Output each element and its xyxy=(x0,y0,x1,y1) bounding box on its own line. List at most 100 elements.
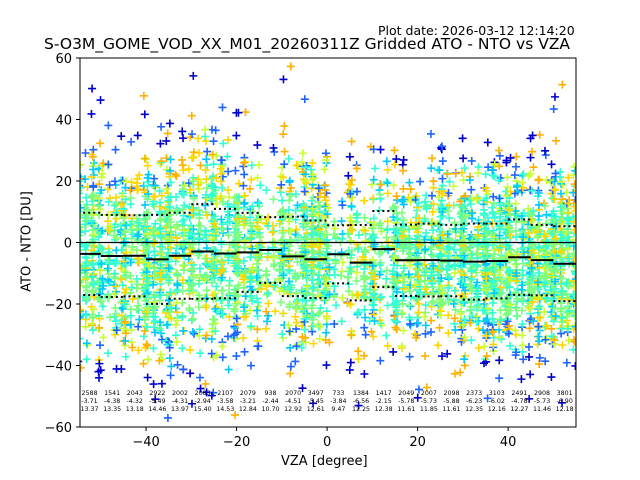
scatter-point xyxy=(162,320,171,329)
scatter-point xyxy=(481,239,490,248)
scatter-point xyxy=(547,189,556,198)
scatter-point xyxy=(128,294,137,303)
scatter-point xyxy=(82,339,91,348)
scatter-point xyxy=(506,246,515,255)
scatter-point xyxy=(427,250,436,259)
scatter-point xyxy=(450,369,459,378)
scatter-point xyxy=(246,233,255,242)
scatter-point xyxy=(166,155,175,164)
scatter-point xyxy=(247,361,256,370)
scatter-point xyxy=(376,190,385,199)
bin-count-label: 3103 xyxy=(489,390,505,397)
scatter-point xyxy=(309,295,318,304)
scatter-point xyxy=(482,331,491,340)
scatter-point xyxy=(557,304,566,313)
scatter-point xyxy=(332,301,341,310)
scatter-point xyxy=(201,254,210,263)
scatter-point xyxy=(96,289,105,298)
scatter-point xyxy=(189,260,198,269)
scatter-point xyxy=(398,299,407,308)
scatter-point xyxy=(173,272,182,281)
scatter-point xyxy=(81,261,90,270)
x-ticks: −40 −20 0 20 40 xyxy=(132,427,516,450)
scatter-point xyxy=(489,318,498,327)
scatter-point xyxy=(438,298,447,307)
scatter-point xyxy=(155,326,164,335)
scatter-point xyxy=(212,351,221,360)
scatter-point xyxy=(352,268,361,277)
scatter-point xyxy=(551,212,560,221)
scatter-point xyxy=(322,328,331,337)
scatter-point xyxy=(416,277,425,286)
scatter-point xyxy=(322,361,331,370)
scatter-point xyxy=(111,258,120,267)
scatter-point xyxy=(413,260,422,269)
scatter-point xyxy=(330,265,339,274)
scatter-point xyxy=(460,164,469,173)
scatter-point xyxy=(405,250,414,259)
scatter-point xyxy=(400,277,409,286)
scatter-point xyxy=(286,227,295,236)
scatter-point xyxy=(382,157,391,166)
scatter-point xyxy=(286,343,295,352)
scatter-point xyxy=(405,261,414,270)
scatter-point xyxy=(195,276,204,285)
scatter-point xyxy=(280,244,289,253)
scatter-point xyxy=(178,189,187,198)
scatter-point xyxy=(513,285,522,294)
bin-mean-label: -5.45 xyxy=(308,398,324,405)
bin-count-label: 2079 xyxy=(240,390,256,397)
bin-std-label: 12.84 xyxy=(239,406,257,413)
scatter-point xyxy=(233,232,242,241)
scatter-point xyxy=(550,195,559,204)
scatter-point xyxy=(223,152,232,161)
scatter-point xyxy=(212,173,221,182)
scatter-point xyxy=(287,236,296,245)
bin-count-label: 2002 xyxy=(172,390,188,397)
scatter-point xyxy=(178,344,187,353)
scatter-point xyxy=(132,305,141,314)
scatter-point xyxy=(291,215,300,224)
scatter-point xyxy=(496,217,505,226)
scatter-point xyxy=(202,184,211,193)
scatter-point xyxy=(420,276,429,285)
scatter-point xyxy=(359,225,368,234)
scatter-point xyxy=(80,184,84,187)
scatter-point xyxy=(330,282,339,291)
scatter-point xyxy=(120,300,129,309)
scatter-point xyxy=(511,162,520,171)
scatter-point xyxy=(173,316,182,325)
scatter-point xyxy=(140,110,149,119)
scatter-point xyxy=(224,365,233,374)
scatter-point xyxy=(473,169,482,178)
scatter-point xyxy=(202,155,211,164)
scatter-point xyxy=(361,313,370,322)
scatter-point xyxy=(406,197,415,206)
scatter-point xyxy=(347,237,356,246)
scatter-point xyxy=(241,108,250,117)
x-tick-label: 0 xyxy=(323,435,331,450)
scatter-point xyxy=(488,282,497,291)
scatter-point xyxy=(389,347,398,356)
scatter-point xyxy=(338,234,347,243)
scatter-point xyxy=(495,243,504,252)
scatter-point xyxy=(308,158,317,167)
scatter-point xyxy=(80,282,83,284)
scatter-point xyxy=(459,241,468,250)
scatter-point xyxy=(533,233,542,242)
scatter-point xyxy=(210,219,219,228)
scatter-point xyxy=(104,160,113,169)
scatter-point xyxy=(481,266,490,275)
scatter-point xyxy=(511,226,520,235)
scatter-point xyxy=(144,261,153,270)
scatter-point xyxy=(435,166,444,175)
scatter-point xyxy=(389,181,398,190)
scatter-point xyxy=(489,192,498,201)
scatter-point xyxy=(461,246,470,255)
scatter-point xyxy=(300,325,309,334)
scatter-point xyxy=(534,322,543,331)
scatter-point xyxy=(82,282,91,291)
scatter-point xyxy=(80,334,84,343)
scatter-point xyxy=(112,326,121,335)
scatter-point xyxy=(414,198,423,207)
